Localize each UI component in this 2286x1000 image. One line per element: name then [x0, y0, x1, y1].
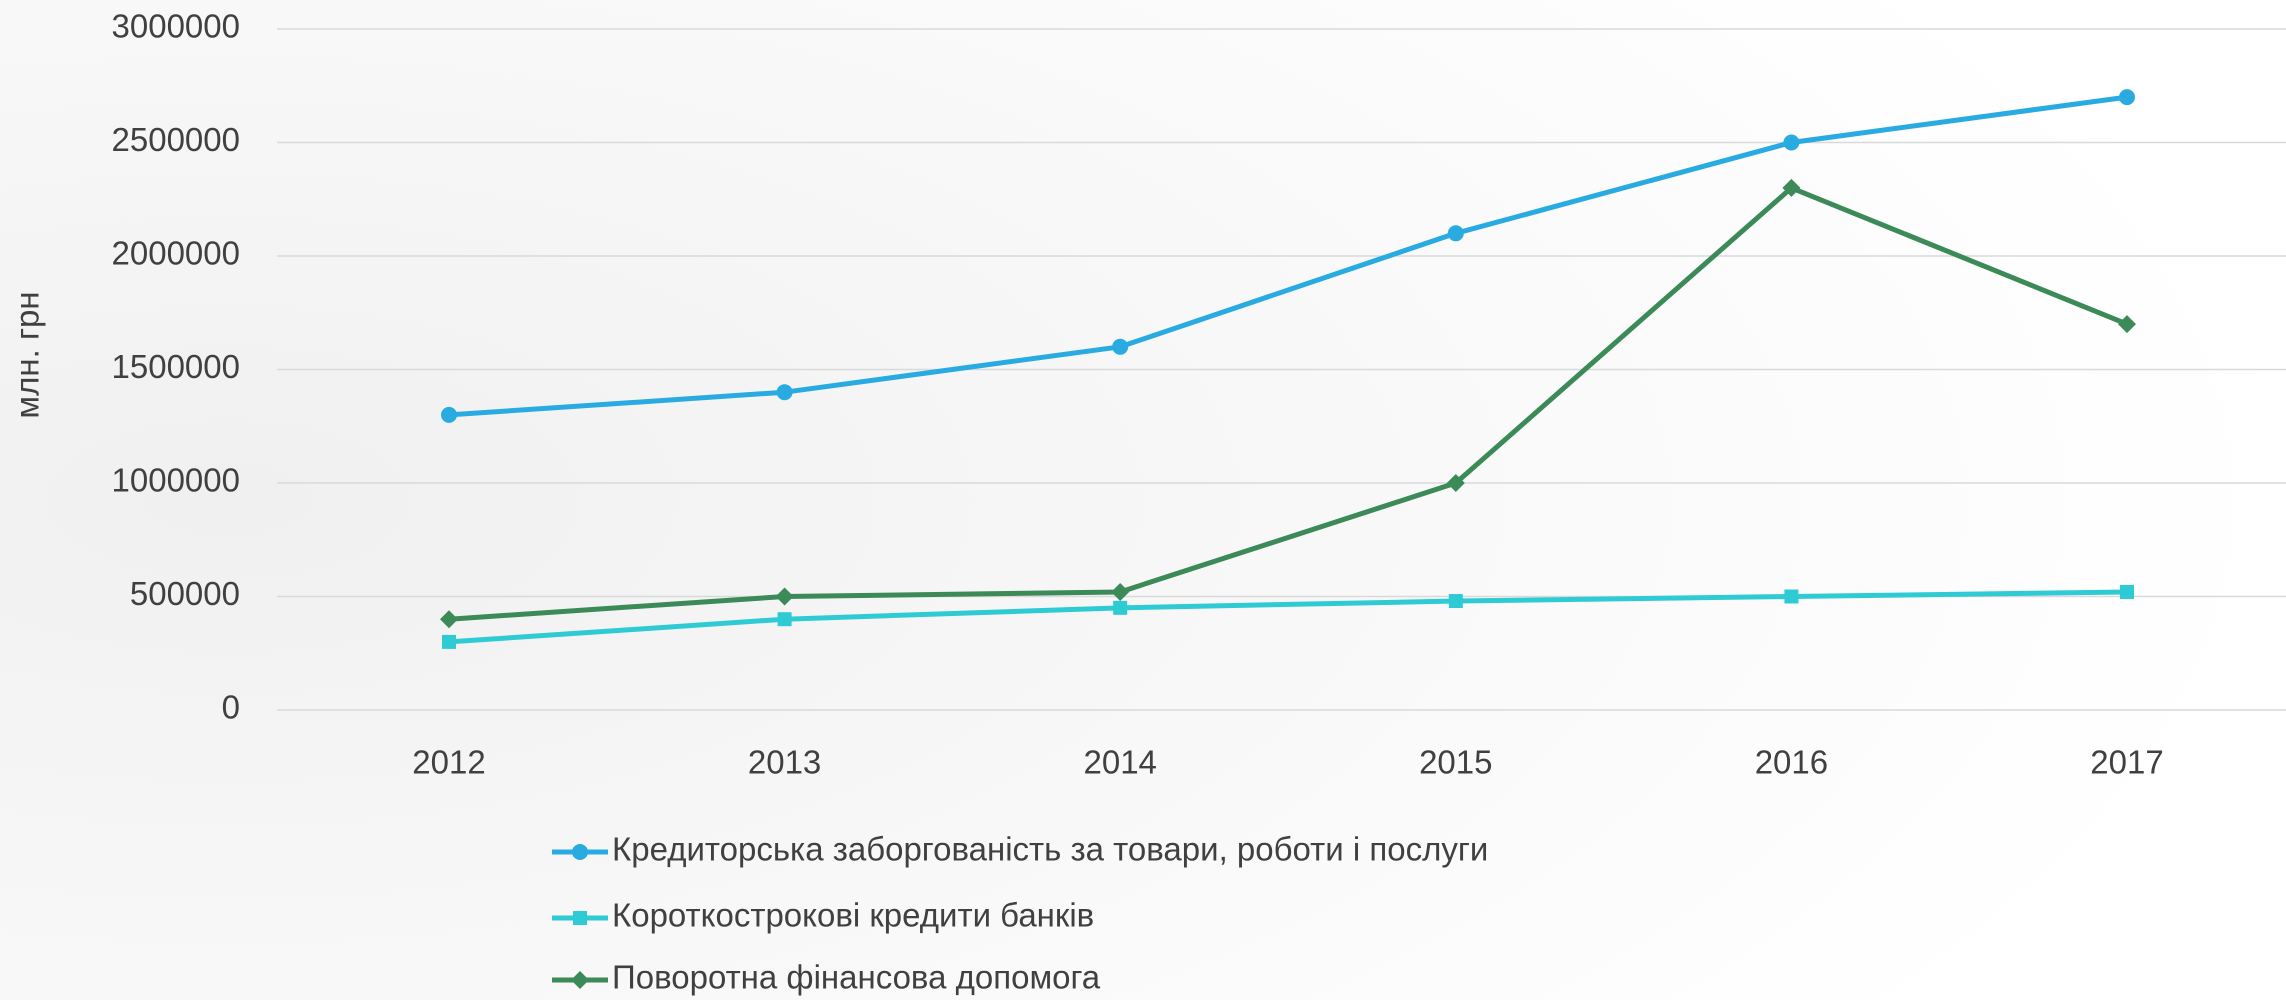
legend-label: Короткострокові кредити банків [612, 897, 1094, 934]
y-tick-label: 2000000 [112, 235, 240, 272]
y-tick-label: 1500000 [112, 348, 240, 385]
series-line [448, 94, 2128, 418]
data-point [1447, 225, 1464, 242]
data-point [1783, 134, 1800, 151]
series-line [448, 589, 2128, 645]
data-point [2118, 315, 2136, 334]
data-point [2119, 89, 2135, 106]
legend-marker [573, 911, 587, 925]
y-tick-label: 2500000 [112, 121, 240, 158]
data-point [1446, 474, 1465, 492]
y-tick-label: 1000000 [112, 462, 240, 499]
x-tick-label: 2016 [1755, 744, 1828, 781]
data-point [1782, 178, 1801, 197]
x-tick-label: 2015 [1419, 744, 1492, 781]
x-tick-label: 2017 [2090, 744, 2163, 781]
data-point [441, 406, 457, 423]
data-point [442, 634, 456, 649]
data-point [777, 612, 792, 627]
y-tick-label: 0 [222, 689, 240, 726]
data-point [2120, 584, 2134, 599]
y-tick-label: 3000000 [112, 8, 240, 45]
data-point [1784, 589, 1799, 604]
data-point [776, 384, 793, 401]
data-point [775, 587, 794, 606]
data-point [1113, 600, 1128, 615]
x-tick-label: 2013 [748, 744, 821, 781]
x-tick-label: 2012 [412, 744, 485, 781]
legend-marker [572, 844, 588, 860]
legend-label: Поворотна фінансова допомога [612, 959, 1101, 996]
y-tick-label: 500000 [130, 575, 240, 612]
data-point [1112, 338, 1129, 355]
legend-label: Кредиторська заборгованість за товари, р… [612, 831, 1488, 868]
y-axis-label: млн. грн [9, 291, 46, 418]
data-point [1448, 594, 1463, 609]
series-line [448, 185, 2128, 622]
data-point [1111, 582, 1130, 601]
legend-marker [571, 971, 589, 989]
data-point [440, 610, 458, 629]
x-tick-label: 2014 [1083, 744, 1156, 781]
